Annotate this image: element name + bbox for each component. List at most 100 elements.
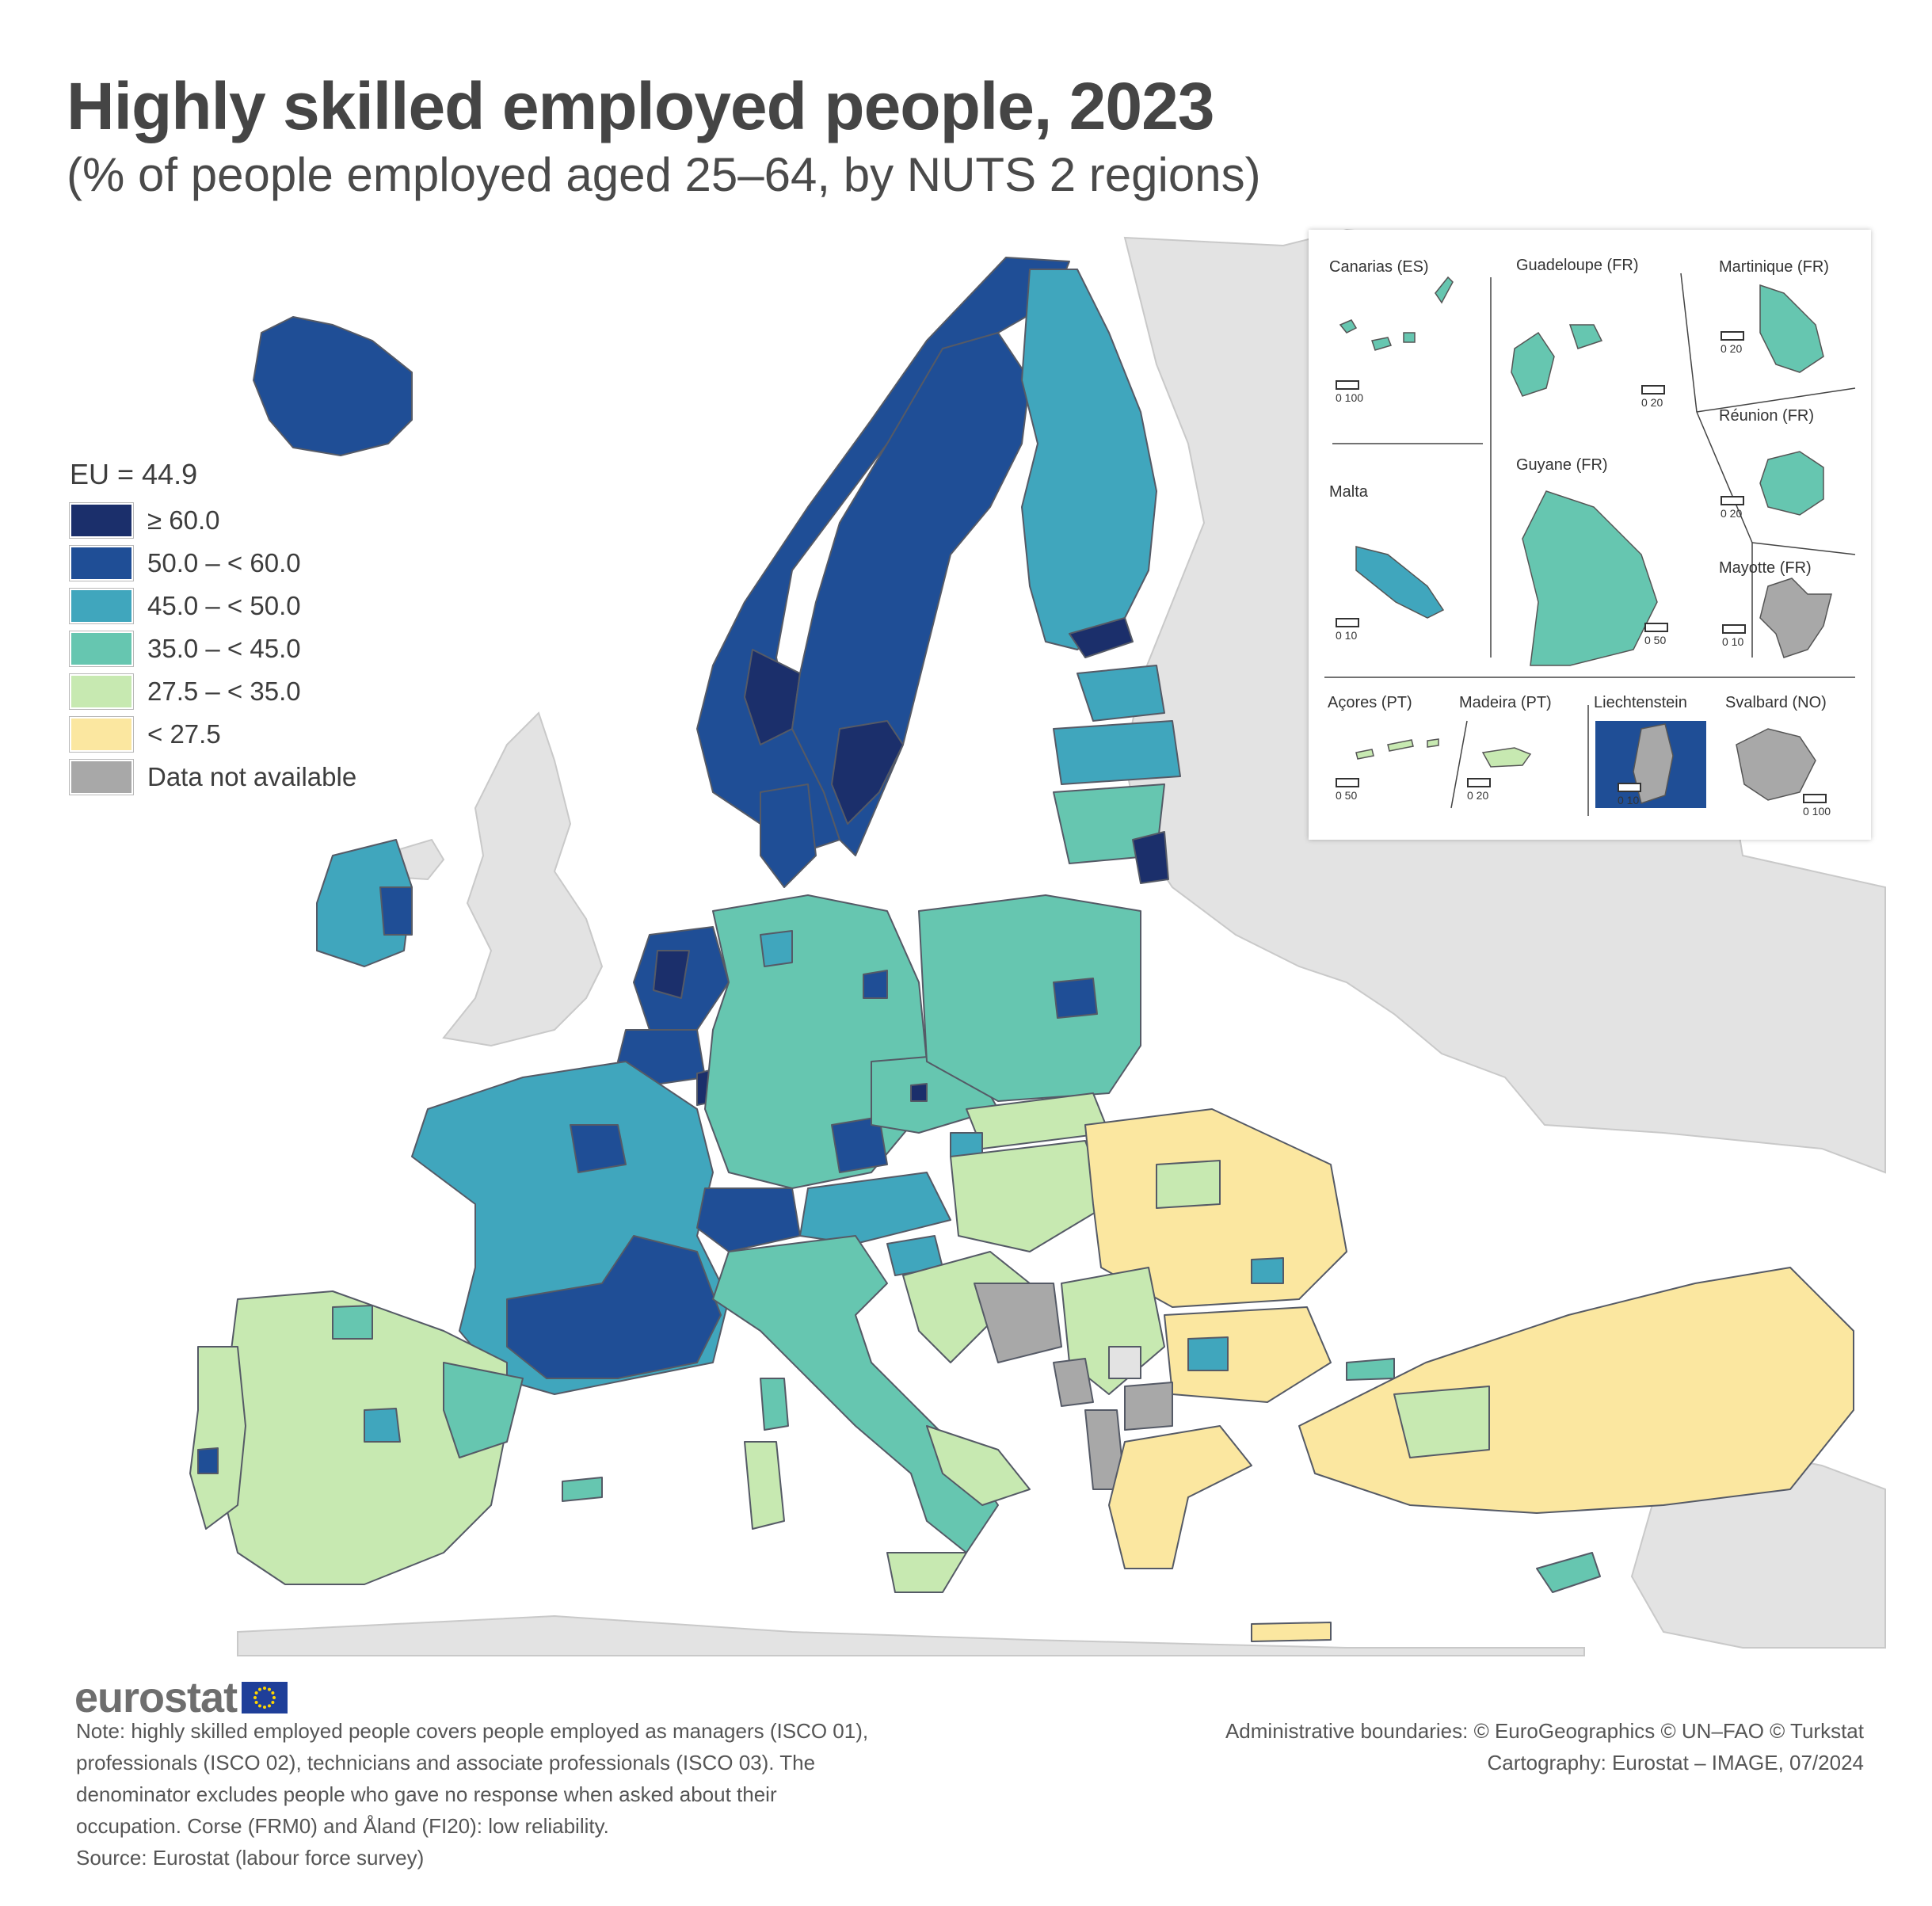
legend-label: 50.0 – < 60.0 <box>147 548 301 578</box>
madrid-region[interactable] <box>364 1408 401 1443</box>
crete[interactable] <box>1251 1622 1332 1642</box>
guadeloupe-shape <box>1511 324 1603 397</box>
turkey-west[interactable] <box>1393 1386 1490 1458</box>
legend-item: Data not available <box>70 756 356 799</box>
inset-dividers <box>1324 273 1856 816</box>
cluj-region[interactable] <box>1156 1160 1221 1209</box>
helsinki-region[interactable] <box>1069 617 1134 658</box>
legend-swatch <box>70 546 133 581</box>
svalbard-shape <box>1736 728 1816 801</box>
scalebar-ticks: 0 10 <box>1336 629 1358 642</box>
inset-label: Liechtenstein <box>1594 694 1687 711</box>
warsaw-region[interactable] <box>1053 978 1098 1019</box>
croatia[interactable] <box>902 1251 1031 1363</box>
legend-label: 27.5 – < 35.0 <box>147 677 301 706</box>
map-title: Highly skilled employed people, 2023 <box>67 69 1215 143</box>
malta-shape <box>1355 546 1445 619</box>
legend-label: 35.0 – < 45.0 <box>147 634 301 663</box>
poland[interactable] <box>918 894 1141 1102</box>
prague-region[interactable] <box>910 1083 928 1102</box>
azores-shape <box>1355 738 1439 760</box>
scalebar-ticks: 0 10 <box>1618 794 1640 806</box>
inset-scalebar: 0 100 <box>1803 794 1831 818</box>
bulgaria[interactable] <box>1164 1306 1332 1403</box>
sofia-region[interactable] <box>1187 1336 1229 1371</box>
portugal[interactable] <box>189 1346 246 1530</box>
iceland[interactable] <box>253 316 413 456</box>
reunion-shape <box>1759 451 1824 516</box>
legend-swatch <box>70 503 133 538</box>
inset-label: Açores (PT) <box>1328 694 1412 711</box>
legend-label: ≥ 60.0 <box>147 505 220 535</box>
sweden[interactable] <box>791 332 1031 856</box>
sardinia[interactable] <box>744 1441 785 1530</box>
france-south[interactable] <box>506 1235 722 1379</box>
vilnius-region[interactable] <box>1132 831 1169 884</box>
madeira-shape <box>1481 747 1532 768</box>
oslo-region[interactable] <box>744 649 801 745</box>
finland[interactable] <box>1021 269 1157 650</box>
berlin-region[interactable] <box>863 970 888 999</box>
north-africa-land <box>237 1614 1585 1656</box>
bavaria-south[interactable] <box>831 1116 888 1173</box>
bosnia[interactable] <box>974 1283 1062 1363</box>
eurostat-logo: eurostat <box>74 1673 288 1722</box>
italy-south[interactable] <box>926 1425 1031 1506</box>
inset-scalebar: 0 100 <box>1336 380 1363 404</box>
inset-label: Réunion (FR) <box>1719 407 1815 425</box>
turkey[interactable] <box>1298 1267 1854 1514</box>
liechtenstein-shape <box>1633 723 1674 804</box>
hamburg-region[interactable] <box>760 930 793 967</box>
inset-scalebar: 0 10 <box>1336 618 1359 642</box>
corse[interactable] <box>760 1378 789 1431</box>
source-line: Source: Eurostat (labour force survey) <box>76 1846 425 1870</box>
north-macedonia[interactable] <box>1124 1382 1173 1431</box>
legend-label: < 27.5 <box>147 719 221 749</box>
legend-item: 50.0 – < 60.0 <box>70 542 356 585</box>
denmark[interactable] <box>760 783 817 888</box>
inset-scalebar: 0 20 <box>1641 385 1665 409</box>
scalebar-ticks: 0 100 <box>1803 805 1831 818</box>
germany[interactable] <box>704 894 928 1189</box>
stockholm-region[interactable] <box>831 720 904 825</box>
map-legend: EU = 44.9 ≥ 60.0 50.0 – < 60.0 45.0 – < … <box>70 458 356 799</box>
montenegro[interactable] <box>1053 1358 1094 1407</box>
estonia[interactable] <box>1077 665 1165 722</box>
legend-swatch <box>70 717 133 752</box>
basque-country[interactable] <box>332 1305 373 1340</box>
inset-scalebar: 0 50 <box>1644 623 1668 646</box>
logo-wordmark: eurostat <box>74 1674 238 1721</box>
note-line: Note: highly skilled employed people cov… <box>76 1719 869 1743</box>
lisbon-region[interactable] <box>197 1447 219 1474</box>
scalebar-ticks: 0 20 <box>1641 396 1663 409</box>
austria[interactable] <box>799 1172 951 1245</box>
scalebar-ticks: 0 100 <box>1336 391 1364 404</box>
catalonia[interactable] <box>443 1362 524 1458</box>
kosovo[interactable] <box>1108 1346 1141 1379</box>
cyprus[interactable] <box>1536 1552 1601 1593</box>
map-subtitle: (% of people employed aged 25–64, by NUT… <box>67 148 1261 201</box>
baleares[interactable] <box>562 1477 603 1502</box>
scalebar-ticks: 0 50 <box>1336 789 1358 802</box>
note-line: occupation. Corse (FRM0) and Åland (FI20… <box>76 1814 609 1838</box>
greece[interactable] <box>1108 1425 1252 1569</box>
latvia[interactable] <box>1053 720 1181 785</box>
hungary[interactable] <box>950 1140 1110 1252</box>
scalebar-ticks: 0 10 <box>1722 635 1744 648</box>
legend-swatch <box>70 760 133 795</box>
ile-de-france[interactable] <box>570 1124 627 1173</box>
nuts2-regions <box>189 257 1854 1642</box>
bucharest-region[interactable] <box>1251 1257 1284 1284</box>
legend-label: 45.0 – < 50.0 <box>147 591 301 620</box>
inset-scalebar: 0 20 <box>1467 778 1491 802</box>
switzerland[interactable] <box>696 1187 801 1252</box>
inset-scalebar: 0 50 <box>1336 778 1359 802</box>
italy[interactable] <box>712 1235 999 1553</box>
istanbul-region[interactable] <box>1346 1358 1395 1381</box>
legend-item: ≥ 60.0 <box>70 499 356 542</box>
amsterdam-region[interactable] <box>653 950 690 999</box>
sicily[interactable] <box>886 1552 967 1593</box>
credits: Administrative boundaries: © EuroGeograp… <box>1225 1715 1864 1778</box>
inset-scalebar: 0 20 <box>1721 331 1744 355</box>
dublin-region[interactable] <box>379 886 413 936</box>
